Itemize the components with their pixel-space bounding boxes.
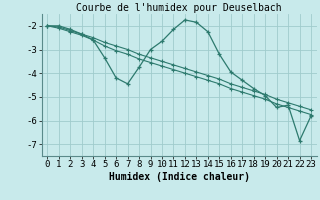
X-axis label: Humidex (Indice chaleur): Humidex (Indice chaleur) — [109, 172, 250, 182]
Title: Courbe de l'humidex pour Deuselbach: Courbe de l'humidex pour Deuselbach — [76, 3, 282, 13]
